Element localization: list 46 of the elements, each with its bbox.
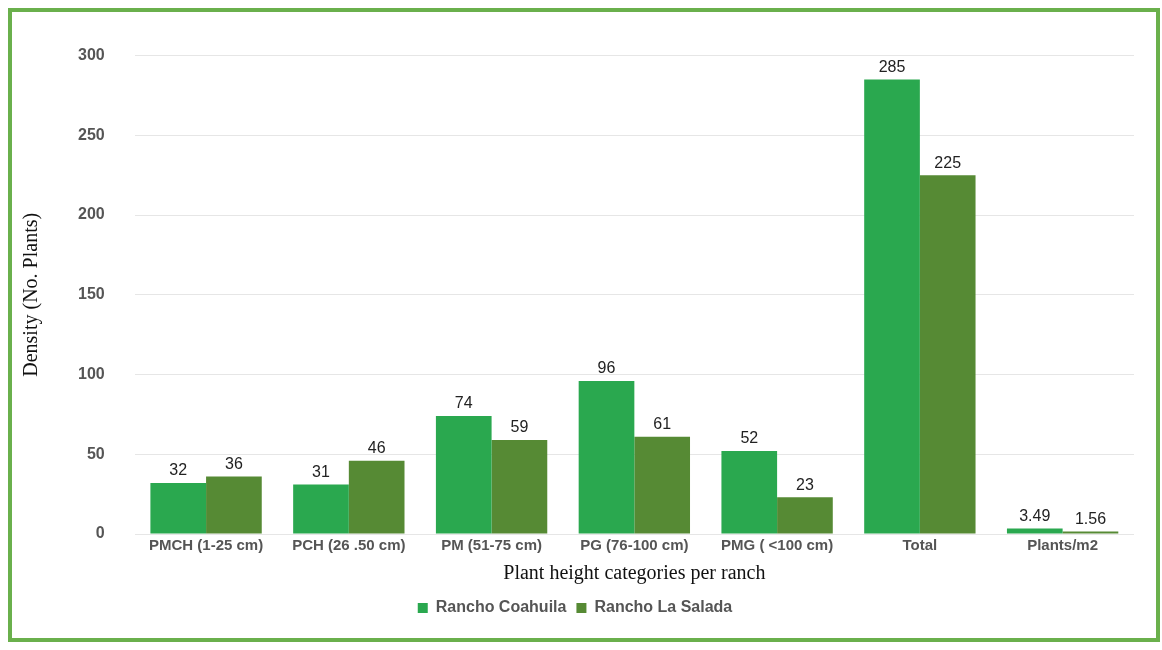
data-label: 61	[653, 415, 672, 433]
data-label: 32	[169, 461, 188, 479]
y-tick-label: 200	[77, 205, 105, 223]
x-tick-label: Plants/m2	[1027, 536, 1099, 554]
bar	[777, 497, 833, 534]
bar	[864, 79, 920, 534]
y-tick-label: 100	[77, 364, 105, 382]
x-tick-label: Total	[902, 536, 938, 554]
data-label: 74	[454, 394, 473, 412]
bar	[578, 380, 635, 534]
y-tick-label: 300	[77, 46, 105, 64]
data-label: 96	[597, 359, 616, 377]
data-label: 3.49	[1019, 506, 1051, 524]
y-axis-title: Density (No. Plants)	[19, 212, 43, 377]
x-tick-label: PG (76-100 cm)	[580, 536, 689, 554]
x-tick-label: PMCH (1-25 cm)	[148, 536, 264, 554]
legend-label: Rancho La Salada	[594, 598, 733, 616]
bar	[348, 460, 405, 534]
data-label: 1.56	[1074, 509, 1107, 527]
data-label: 46	[367, 439, 386, 457]
bar	[634, 436, 691, 534]
bar	[919, 175, 976, 534]
bar	[1006, 528, 1063, 534]
data-label: 59	[510, 418, 529, 436]
frame: Plant height categories per ranch Density (No. Plants) Rancho Coahuila Rancho La Salada PMCH (1-25 cm) PCH (26 .50 cm) PM (51-75 cm) PG (76-100 cm) PMG ( <100 cm) Total Plants/m2 0 50 100 150 200 250 300 32 31 74 96 52 285 3.49 36 46 59 61 23 225 1.56	[8, 8, 1160, 642]
data-label: 31	[312, 462, 330, 480]
data-label: 285	[878, 57, 906, 75]
bar	[206, 476, 262, 534]
x-axis-title: Plant height categories per ranch	[503, 561, 766, 585]
bar	[721, 451, 778, 534]
y-tick-label: 150	[77, 285, 105, 303]
x-tick-label: PM (51-75 cm)	[441, 536, 543, 554]
y-tick-label: 250	[77, 125, 105, 143]
data-label: 225	[934, 153, 962, 171]
y-tick-label: 50	[86, 444, 105, 462]
y-tick-label: 0	[95, 524, 105, 542]
legend-label: Rancho Coahuila	[435, 598, 567, 616]
data-label: 23	[796, 475, 814, 493]
bar	[150, 482, 207, 534]
x-tick-label: PMG ( <100 cm)	[721, 536, 834, 554]
bar	[491, 439, 548, 534]
bar	[435, 416, 492, 534]
data-label: 52	[740, 429, 759, 447]
data-label: 36	[225, 455, 243, 472]
x-tick-label: PCH (26 .50 cm)	[292, 536, 406, 554]
bar	[293, 484, 349, 534]
